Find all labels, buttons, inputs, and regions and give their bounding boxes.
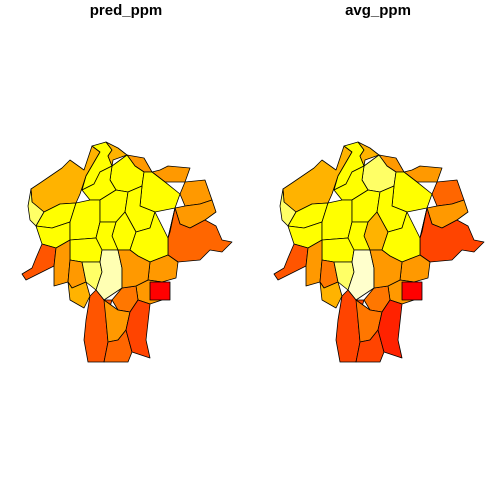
region-east-3 xyxy=(167,207,176,239)
region-east-3 xyxy=(419,207,428,239)
region-c-6 xyxy=(69,237,103,263)
region-c-6 xyxy=(321,237,355,263)
region-sw-arm xyxy=(273,243,309,281)
region-north-cap xyxy=(105,141,128,167)
region-red-sq xyxy=(149,281,171,301)
region-red-sq xyxy=(401,281,423,301)
region-sw-arm xyxy=(21,243,57,281)
region-north-cap xyxy=(357,141,380,167)
panel-title-pred-ppm: pred_ppm xyxy=(89,2,163,19)
region-s-4 xyxy=(125,299,151,359)
choropleth-map-avg-ppm xyxy=(273,141,485,363)
region-s-4 xyxy=(377,299,403,359)
panel-title-avg-ppm: avg_ppm xyxy=(345,2,411,19)
region-sc-3 xyxy=(369,249,403,289)
choropleth-map-pred-ppm xyxy=(21,141,233,363)
region-sc-3 xyxy=(117,249,151,289)
